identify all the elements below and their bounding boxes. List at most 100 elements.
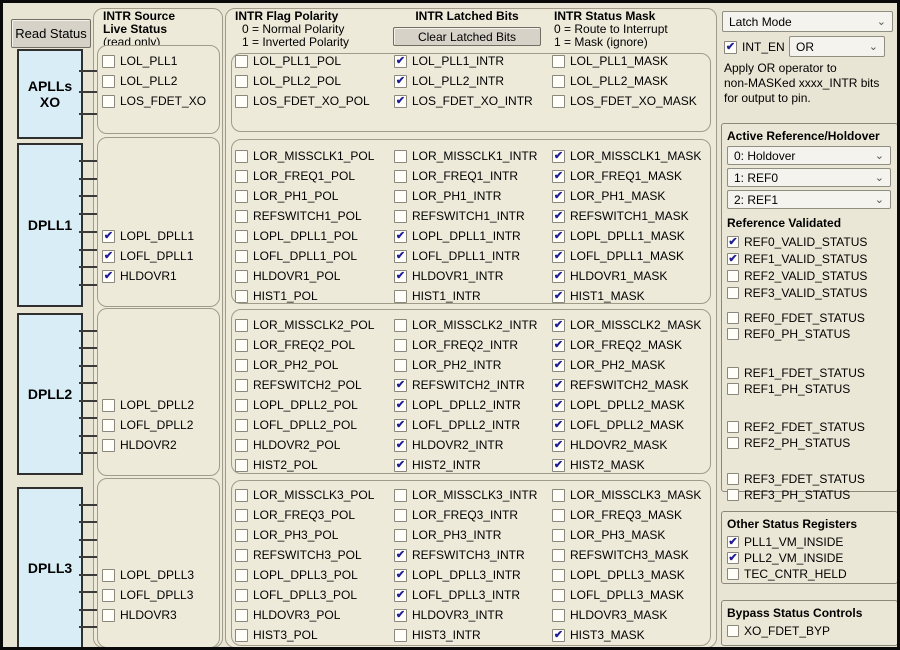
lor-missclk3-pol-checkbox[interactable]: [235, 488, 248, 502]
lor-ph1-pol-checkbox[interactable]: [235, 189, 248, 203]
hist3-mask-checkbox[interactable]: [552, 628, 565, 643]
lor-missclk2-mask-checkbox[interactable]: [552, 318, 565, 333]
hist3-intr-checkbox[interactable]: [394, 628, 407, 642]
lor-ph2-intr-checkbox[interactable]: [394, 358, 407, 372]
read-status-button[interactable]: Read Status: [11, 19, 91, 48]
lol-pll2-mask-checkbox[interactable]: [552, 74, 565, 88]
lor-freq3-pol-checkbox[interactable]: [235, 508, 248, 522]
active-ref-select-1[interactable]: 1: REF0 ⌄: [727, 168, 891, 187]
refswitch1-intr-checkbox[interactable]: [394, 209, 407, 223]
lopl-dpll1-mask-checkbox[interactable]: [552, 229, 565, 244]
lor-freq1-intr-checkbox[interactable]: [394, 169, 407, 183]
refswitch3-mask-checkbox[interactable]: [552, 548, 565, 562]
ref0-fdet-status-checkbox[interactable]: [727, 312, 739, 324]
lopl-dpll2-intr-checkbox[interactable]: [394, 398, 407, 413]
hldovr2-mask-checkbox[interactable]: [552, 438, 565, 453]
lor-ph3-intr-checkbox[interactable]: [394, 528, 407, 542]
lol-pll1-pol-checkbox[interactable]: [235, 54, 248, 68]
ref3-fdet-status-checkbox[interactable]: [727, 473, 739, 485]
hist1-intr-checkbox[interactable]: [394, 289, 407, 303]
los-fdet-xo-intr-checkbox[interactable]: [394, 94, 407, 109]
lopl-dpll1-pol-checkbox[interactable]: [235, 229, 248, 243]
lor-freq2-pol-checkbox[interactable]: [235, 338, 248, 352]
lor-freq1-mask-checkbox[interactable]: [552, 169, 565, 184]
lor-ph1-mask-checkbox[interactable]: [552, 189, 565, 204]
int-en-checkbox[interactable]: [724, 40, 737, 55]
lol-pll2-pol-checkbox[interactable]: [235, 74, 248, 88]
ref2-valid-status-checkbox[interactable]: [727, 269, 739, 282]
pll1-vm-inside-checkbox[interactable]: [727, 535, 739, 550]
lofl-dpll3-pol-checkbox[interactable]: [235, 588, 248, 602]
ref1-ph-status-checkbox[interactable]: [727, 383, 739, 395]
lor-ph2-mask-checkbox[interactable]: [552, 358, 565, 373]
lofl-dpll3-intr-checkbox[interactable]: [394, 588, 407, 603]
active-ref-select-2[interactable]: 2: REF1 ⌄: [727, 190, 891, 209]
clear-latched-bits-button[interactable]: Clear Latched Bits: [393, 27, 541, 46]
xo-fdet-byp-checkbox[interactable]: [727, 625, 739, 637]
hldovr3-mask-checkbox[interactable]: [552, 608, 565, 622]
lor-missclk1-mask-checkbox[interactable]: [552, 149, 565, 164]
refswitch2-pol-checkbox[interactable]: [235, 378, 248, 392]
or-operator-select[interactable]: OR ⌄: [789, 36, 885, 57]
lofl-dpll1-mask-checkbox[interactable]: [552, 249, 565, 264]
pll2-vm-inside-checkbox[interactable]: [727, 551, 739, 566]
lor-ph3-pol-checkbox[interactable]: [235, 528, 248, 542]
lor-freq3-mask-checkbox[interactable]: [552, 508, 565, 522]
lol-pll2-intr-checkbox[interactable]: [394, 74, 407, 89]
lopl-dpll1-intr-checkbox[interactable]: [394, 229, 407, 244]
hldovr2-pol-checkbox[interactable]: [235, 438, 248, 452]
lor-missclk1-intr-checkbox[interactable]: [394, 149, 407, 163]
hist1-mask-checkbox[interactable]: [552, 289, 565, 304]
lopl-dpll3-intr-checkbox[interactable]: [394, 568, 407, 583]
lofl-dpll2-mask-checkbox[interactable]: [552, 418, 565, 433]
refswitch2-mask-checkbox[interactable]: [552, 378, 565, 393]
hist2-mask-checkbox[interactable]: [552, 458, 565, 473]
hldovr2-intr-checkbox[interactable]: [394, 438, 407, 453]
lor-ph2-pol-checkbox[interactable]: [235, 358, 248, 372]
lor-freq2-intr-checkbox[interactable]: [394, 338, 407, 352]
lor-missclk1-pol-checkbox[interactable]: [235, 149, 248, 163]
hist2-pol-checkbox[interactable]: [235, 458, 248, 472]
hldovr3-intr-checkbox[interactable]: [394, 608, 407, 623]
hldovr1-pol-checkbox[interactable]: [235, 269, 248, 283]
lopl-dpll3-mask-checkbox[interactable]: [552, 568, 565, 582]
hldovr1-mask-checkbox[interactable]: [552, 269, 565, 284]
lofl-dpll2-pol-checkbox[interactable]: [235, 418, 248, 432]
lopl-dpll3-pol-checkbox[interactable]: [235, 568, 248, 582]
los-fdet-xo-pol-checkbox[interactable]: [235, 94, 248, 108]
ref0-ph-status-checkbox[interactable]: [727, 328, 739, 340]
lofl-dpll1-pol-checkbox[interactable]: [235, 249, 248, 263]
lopl-dpll2-mask-checkbox[interactable]: [552, 398, 565, 413]
hldovr1-intr-checkbox[interactable]: [394, 269, 407, 284]
lor-missclk3-mask-checkbox[interactable]: [552, 488, 565, 502]
lofl-dpll2-intr-checkbox[interactable]: [394, 418, 407, 433]
tec-cntr-held-checkbox[interactable]: [727, 568, 739, 580]
active-ref-select-0[interactable]: 0: Holdover ⌄: [727, 146, 891, 165]
lofl-dpll3-mask-checkbox[interactable]: [552, 588, 565, 602]
refswitch3-pol-checkbox[interactable]: [235, 548, 248, 562]
lor-missclk2-pol-checkbox[interactable]: [235, 318, 248, 332]
ref1-fdet-status-checkbox[interactable]: [727, 367, 739, 379]
ref2-fdet-status-checkbox[interactable]: [727, 421, 739, 433]
ref0-valid-status-checkbox[interactable]: [727, 235, 739, 250]
refswitch1-pol-checkbox[interactable]: [235, 209, 248, 223]
lofl-dpll1-intr-checkbox[interactable]: [394, 249, 407, 264]
lor-freq1-pol-checkbox[interactable]: [235, 169, 248, 183]
lol-pll1-intr-checkbox[interactable]: [394, 54, 407, 69]
refswitch2-intr-checkbox[interactable]: [394, 378, 407, 393]
refswitch3-intr-checkbox[interactable]: [394, 548, 407, 563]
ref1-valid-status-checkbox[interactable]: [727, 252, 739, 267]
hldovr3-pol-checkbox[interactable]: [235, 608, 248, 622]
lor-missclk3-intr-checkbox[interactable]: [394, 488, 407, 502]
ref3-ph-status-checkbox[interactable]: [727, 489, 739, 501]
refswitch1-mask-checkbox[interactable]: [552, 209, 565, 224]
lor-missclk2-intr-checkbox[interactable]: [394, 318, 407, 332]
hist2-intr-checkbox[interactable]: [394, 458, 407, 473]
lor-ph1-intr-checkbox[interactable]: [394, 189, 407, 203]
lor-freq3-intr-checkbox[interactable]: [394, 508, 407, 522]
lor-ph3-mask-checkbox[interactable]: [552, 528, 565, 542]
latch-mode-select[interactable]: Latch Mode ⌄: [722, 11, 893, 32]
lopl-dpll2-pol-checkbox[interactable]: [235, 398, 248, 412]
ref2-ph-status-checkbox[interactable]: [727, 437, 739, 449]
lol-pll1-mask-checkbox[interactable]: [552, 54, 565, 68]
